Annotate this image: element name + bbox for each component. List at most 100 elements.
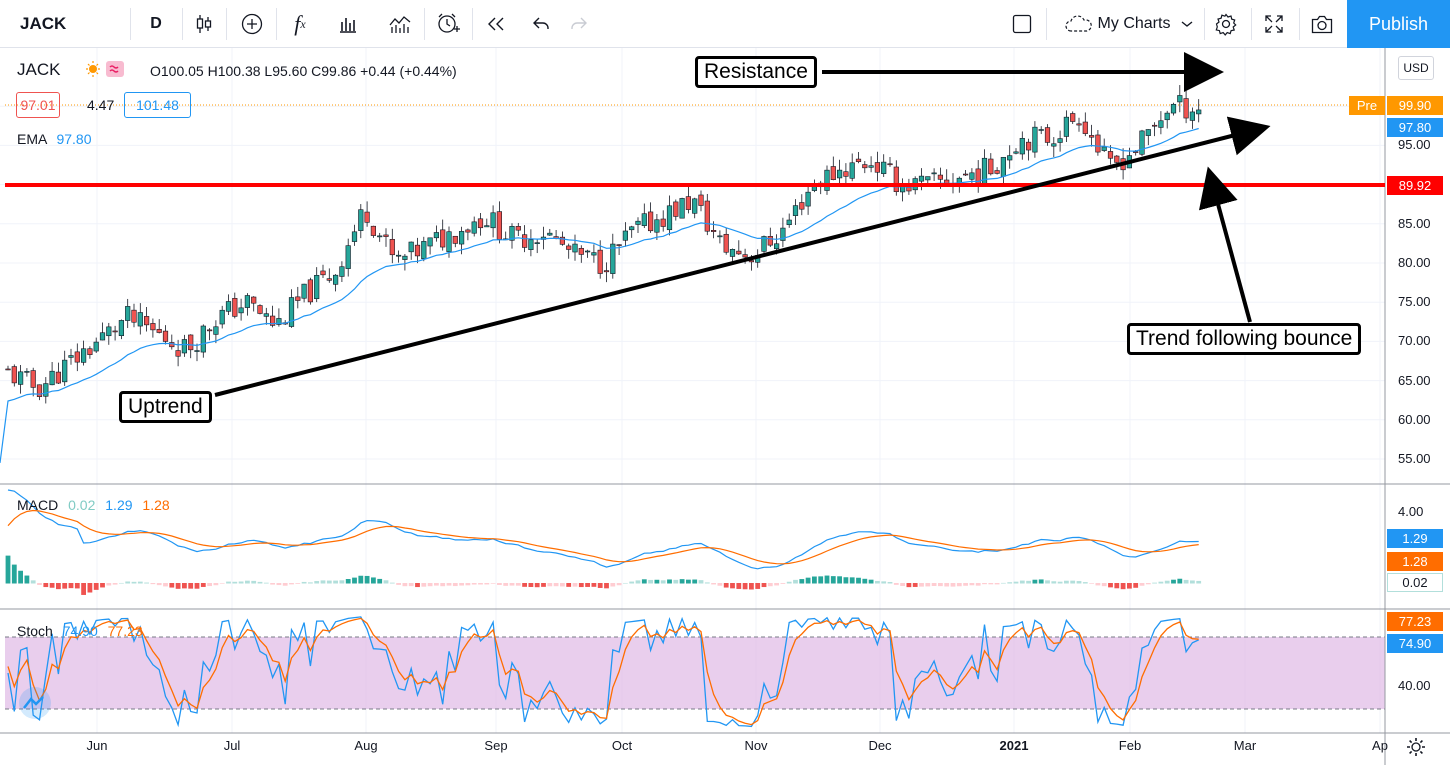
bid-price[interactable]: 97.01 [16, 92, 60, 118]
macd-histogram-bar [1139, 583, 1145, 586]
stoch-band [5, 637, 1385, 709]
stoch-axis-tick: 40.00 [1398, 678, 1431, 693]
candle-body [1126, 155, 1132, 169]
candle-body [874, 162, 880, 173]
macd-histogram-bar [188, 583, 194, 589]
macd-histogram-bar [232, 581, 238, 584]
macd-histogram-bar [667, 579, 672, 584]
settings-icon[interactable] [1208, 0, 1244, 48]
toolbar-divider [276, 8, 277, 40]
add-compare-icon[interactable] [234, 0, 270, 48]
macd-histogram-bar [358, 575, 364, 584]
redo-icon[interactable] [560, 0, 596, 48]
macd-histogram-bar [503, 583, 509, 586]
interval-button[interactable]: D [150, 15, 162, 32]
macd-histogram-bar [112, 583, 118, 585]
stoch-d-line [7, 617, 1199, 726]
publish-button[interactable]: Publish [1347, 0, 1450, 48]
hist-axis-value: 0.02 [1387, 573, 1443, 592]
macd-histogram-bar [478, 583, 483, 585]
macd-histogram-bar [308, 582, 313, 584]
undo-icon[interactable] [524, 0, 560, 48]
macd-histogram-bar [988, 583, 994, 585]
macd-histogram-bar [944, 583, 950, 587]
macd-histogram-bar [541, 583, 546, 587]
macd-histogram-bar [1177, 578, 1183, 584]
macd-histogram-bar [37, 583, 42, 585]
macd-histogram-bar [440, 583, 446, 587]
macd-histogram-bar [137, 581, 143, 584]
candle-body [207, 329, 213, 332]
price-tick-label: 70.00 [1398, 333, 1431, 349]
candle-body [1164, 112, 1170, 121]
layout-square-icon[interactable] [1004, 0, 1040, 48]
my-charts-menu[interactable]: My Charts [1054, 0, 1204, 48]
candle-body [673, 201, 679, 217]
stoch-legend[interactable]: Stoch 74.90 77.23 [17, 623, 143, 639]
candle-body [956, 177, 962, 186]
candles-icon[interactable] [186, 0, 222, 48]
candle-body [477, 218, 484, 229]
macd-histogram-bar [377, 578, 383, 584]
candle-body [503, 238, 509, 241]
macd-histogram-bar [711, 583, 716, 585]
macd-histogram-bar [515, 583, 521, 586]
weather-icon [84, 59, 126, 82]
macd-histogram-bar [383, 580, 389, 584]
candle-body [320, 270, 326, 276]
macd-histogram-bar [251, 580, 257, 584]
macd-value: 1.29 [105, 497, 133, 513]
ema-legend[interactable]: EMA 97.80 [17, 131, 92, 147]
resistance-price-label: 89.92 [1387, 176, 1443, 195]
candle-body [1107, 151, 1114, 159]
candle-body [358, 209, 364, 231]
candle-body [156, 328, 162, 333]
legend-symbol[interactable]: JACK [17, 60, 61, 79]
macd-histogram-bar [465, 583, 471, 586]
candle-body [427, 237, 433, 247]
candle-body [24, 371, 30, 373]
candle-body [622, 230, 628, 241]
macd-histogram-bar [1114, 583, 1120, 589]
bounce-note[interactable]: Trend following bounce [1127, 323, 1362, 355]
candle-body [225, 301, 232, 312]
macd-histogram [5, 555, 1202, 595]
ema-price-label: 97.80 [1387, 118, 1443, 137]
time-tick-label: Aug [354, 738, 378, 753]
macd-histogram-bar [62, 583, 68, 589]
macd-histogram-bar [282, 583, 288, 586]
macd-histogram-bar [333, 580, 338, 584]
my-charts-label: My Charts [1097, 15, 1171, 32]
stoch-k-axis-value: 74.90 [1387, 634, 1443, 653]
macd-histogram-bar [616, 583, 622, 586]
templates-icon[interactable] [382, 0, 418, 48]
macd-histogram-bar [1183, 579, 1189, 584]
candle-body [389, 239, 395, 256]
fullscreen-icon[interactable] [1256, 0, 1292, 48]
uptrend-note[interactable]: Uptrend [119, 391, 212, 423]
financials-icon[interactable] [330, 0, 366, 48]
currency-label[interactable]: USD [1398, 56, 1434, 80]
macd-histogram-bar [1051, 581, 1057, 584]
alert-icon[interactable] [430, 0, 466, 48]
candle-body [723, 233, 729, 253]
ask-price[interactable]: 101.48 [124, 92, 191, 118]
camera-icon[interactable] [1304, 0, 1340, 48]
candle-body [1145, 129, 1151, 136]
macd-histogram-bar [1145, 583, 1151, 585]
macd-histogram-bar [30, 580, 36, 584]
resistance-note[interactable]: Resistance [695, 56, 817, 88]
candle-body [528, 239, 534, 250]
candle-body [799, 202, 805, 210]
symbol-search-button[interactable]: JACK [20, 14, 67, 33]
candle-body [276, 318, 282, 325]
candle-body [1095, 134, 1101, 153]
candle-body [717, 235, 723, 238]
macd-histogram-bar [1064, 580, 1069, 584]
time-tick-label: Dec [868, 738, 892, 753]
candle-body [981, 157, 988, 186]
replay-icon[interactable] [478, 0, 514, 48]
macd-legend[interactable]: MACD 0.02 1.29 1.28 [17, 497, 170, 513]
